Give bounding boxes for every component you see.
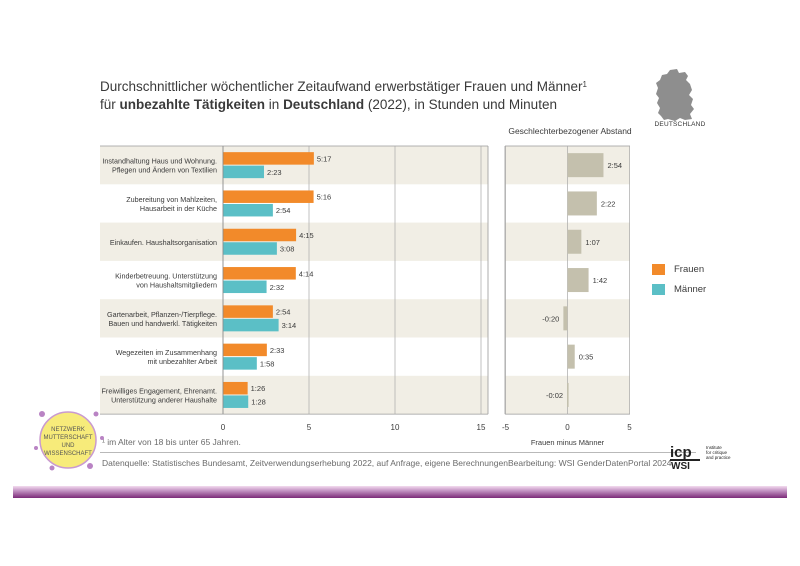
logo-sub: WSI [671,461,690,470]
category-label: von Haushaltsmitgliedern [136,281,217,290]
logo-main: icp [670,444,692,461]
category-label: Pflegen und Ändern von Textilien [112,166,217,175]
data-label-gap: 2:54 [607,161,622,170]
data-label-gap: 2:22 [601,199,616,208]
bottom-gradient-bar [13,486,787,498]
bar-frauen [223,305,273,318]
source-note: Datenquelle: Statistisches Bundesamt, Ze… [102,458,508,468]
logo-tagline-2: for critique [706,450,728,455]
row-band [100,375,488,415]
gap-tick-label: -5 [502,423,510,432]
badge-line-2: MUTTERSCHAFT [44,435,93,441]
data-label-gap: -0:20 [542,314,559,323]
legend-label-maenner: Männer [674,283,707,295]
credit-note: Bearbeitung: WSI GenderDatenPortal 2024 [508,458,672,468]
data-label-gap: 0:35 [579,353,594,362]
bar-maenner [223,203,273,217]
map-label: DEUTSCHLAND [654,121,706,128]
logo-tagline-1: Institute [706,445,722,450]
bar-maenner [223,357,257,370]
bar-gap [567,344,575,369]
bar-frauen [223,152,314,165]
legend-swatch-frauen [652,263,665,275]
category-label: Zubereitung von Mahlzeiten, [126,195,217,204]
data-label-frauen: 4:15 [299,231,314,240]
bar-gap [567,191,597,216]
data-label-maenner: 3:08 [280,245,295,254]
bar-frauen [223,381,248,395]
network-badge-logo: NETZWERK MUTTERSCHAFT UND WISSENSCHAFT [34,411,104,471]
data-label-gap: -0:02 [546,391,563,400]
data-label-maenner: 2:23 [267,168,282,177]
bar-maenner [223,395,249,408]
bar-frauen [223,343,267,357]
chart-title: Durchschnittlicher wöchentlicher Zeitauf… [100,78,660,114]
category-label: Einkaufen. Haushaltsorganisation [110,238,217,247]
bar-maenner [223,280,267,294]
category-label: Wegezeiten im Zusammenhang [116,348,217,357]
legend-swatch-maenner [652,283,665,295]
data-label-maenner: 2:32 [270,283,285,292]
x-tick-label: 5 [307,423,312,432]
category-label: Freiwilliges Engagement, Ehrenamt. [102,386,217,395]
legend-label-frauen: Frauen [674,263,705,275]
icp-wsi-logo: icp WSI Institute for critique and pract… [670,444,731,470]
bar-maenner [223,318,279,332]
x-tick-label: 15 [477,423,486,432]
badge-line-1: NETZWERK [51,427,85,433]
legend-item-frauen: Frauen [652,262,706,276]
row-band [100,299,488,338]
data-label-gap: 1:07 [585,238,600,247]
bar-gap [567,268,589,293]
data-label-gap: 1:42 [593,276,608,285]
bar-gap [567,153,604,178]
x-tick-label: 0 [221,423,226,432]
bar-gap [567,382,569,407]
badge-line-4: WISSENSCHAFT [44,451,92,457]
data-label-maenner: 3:14 [282,321,297,330]
data-label-maenner: 2:54 [276,206,291,215]
bar-maenner [223,242,277,255]
legend-item-maenner: Männer [652,282,706,296]
title-footnote-marker: 1 [582,80,587,89]
category-label: Unterstützung anderer Haushalte [111,395,217,404]
data-label-frauen: 4:14 [299,269,314,278]
category-label: Instandhaltung Haus und Wohnung. [102,157,217,166]
bar-frauen [223,228,297,242]
data-label-maenner: 1:28 [251,398,266,407]
badge-line-3: UND [62,443,76,449]
data-label-maenner: 1:58 [260,359,275,368]
data-label-frauen: 5:16 [317,193,332,202]
gap-axis-label: Frauen minus Männer [531,438,605,447]
bar-frauen [223,267,296,280]
logo-tagline-3: and practice [706,455,731,460]
data-label-frauen: 1:26 [251,384,266,393]
x-tick-label: 10 [391,423,400,432]
data-label-frauen: 5:17 [317,154,332,163]
gap-tick-label: 5 [627,423,632,432]
title-line-1: Durchschnittlicher wöchentlicher Zeitauf… [100,79,587,94]
title-line-2: für unbezahlte Tätigkeiten in Deutschlan… [100,97,557,112]
germany-map-icon [656,69,694,121]
category-label: Kinderbetreuung. Unterstützung [115,272,217,281]
bar-frauen [223,190,314,203]
legend: Frauen Männer [652,262,706,302]
category-label: Hausarbeit in der Küche [140,204,217,213]
gap-panel-title: Geschlechterbezogener Abstand [508,126,632,136]
bar-maenner [223,165,264,179]
bar-gap [563,306,568,331]
category-label: Bauen und handwerkl. Tätigkeiten [108,319,217,328]
bar-gap [567,229,582,254]
data-label-frauen: 2:54 [276,308,291,317]
footnote: ¹ im Alter von 18 bis unter 65 Jahren. [102,437,241,447]
category-label: Gartenarbeit, Pflanzen-/Tierpflege. [107,310,217,319]
footer-divider [100,452,696,453]
gap-tick-label: 0 [565,423,570,432]
category-label: mit unbezahlter Arbeit [147,357,217,366]
data-label-frauen: 2:33 [270,346,285,355]
